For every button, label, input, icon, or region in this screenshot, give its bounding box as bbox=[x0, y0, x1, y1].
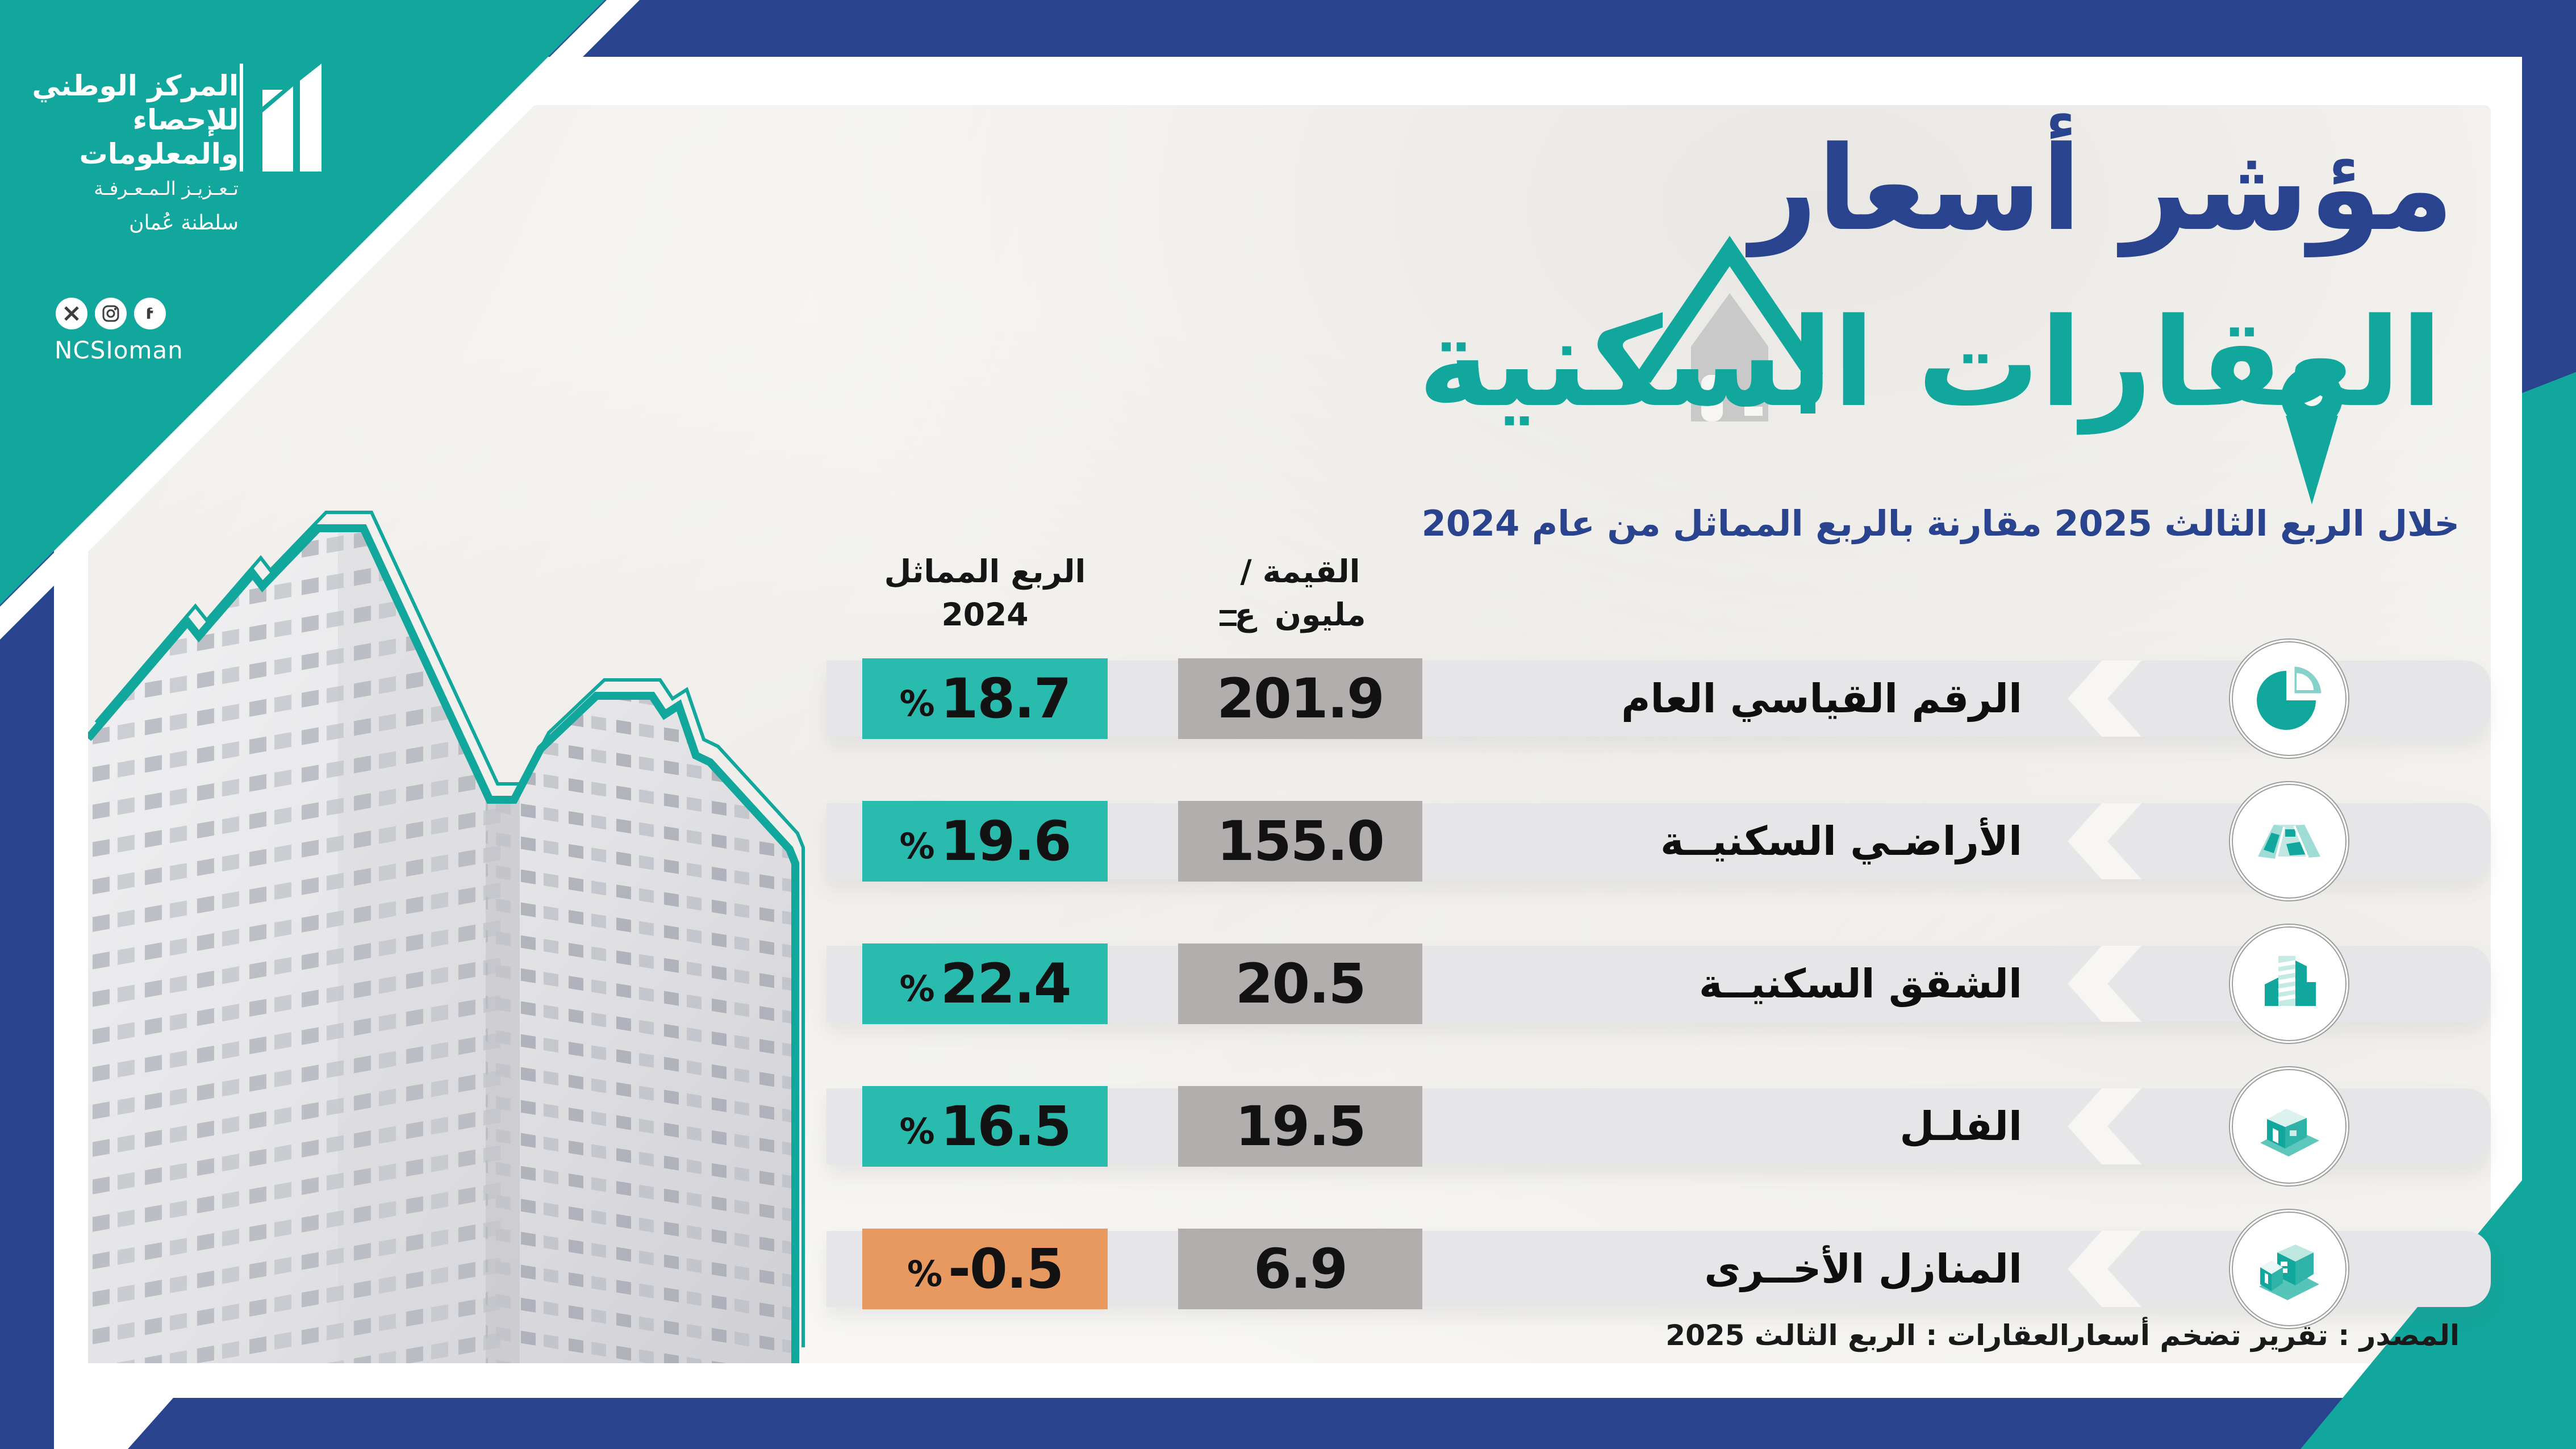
source-note: المصدر : تقرير تضخم أسعارالعقارات : الرب… bbox=[1665, 1319, 2460, 1352]
change-box: % 22.4 bbox=[862, 943, 1108, 1024]
percent-sign: % bbox=[899, 1110, 935, 1152]
column-header-value-line2: مليون ع bbox=[1174, 593, 1427, 636]
column-header-change-line1: الربع المماثل bbox=[884, 553, 1086, 590]
page-title-line2: العقارات السكنية bbox=[1418, 291, 2443, 434]
value-box: 6.9 bbox=[1178, 1229, 1422, 1309]
value-number: 155.0 bbox=[1217, 809, 1385, 873]
row-label: الفلـل bbox=[1899, 1103, 2022, 1150]
row-icon-circle bbox=[2229, 638, 2349, 759]
percent-sign: % bbox=[907, 1252, 943, 1295]
page-subtitle: خلال الربع الثالث 2025 مقارنة بالربع الم… bbox=[1421, 503, 2460, 544]
value-unit-word: مليون bbox=[1275, 596, 1366, 633]
house-door bbox=[1701, 375, 1723, 421]
org-country: سلطنة عُمان bbox=[129, 211, 239, 235]
house-window bbox=[1744, 390, 1763, 402]
table-row: الأراضـي السكنيــة 155.0 % 19.6 bbox=[0, 781, 2576, 901]
table-row: الرقم القياسي العام 201.9 % 18.7 bbox=[0, 638, 2576, 759]
row-icon-circle bbox=[2229, 1209, 2349, 1329]
table-row: الفلـل 19.5 % 16.5 bbox=[0, 1066, 2576, 1187]
map-icon bbox=[2258, 825, 2320, 859]
omani-rial-symbol: ع bbox=[1220, 593, 1256, 636]
facebook-icon bbox=[134, 298, 166, 329]
value-number: 201.9 bbox=[1217, 667, 1385, 730]
change-number: -0.5 bbox=[948, 1237, 1064, 1301]
location-pin-icon bbox=[2281, 367, 2343, 504]
row-label: الشقق السكنيــة bbox=[1698, 961, 2022, 1007]
change-number: 22.4 bbox=[940, 952, 1072, 1016]
chevron-notch-icon bbox=[2068, 1231, 2141, 1307]
houses-icon bbox=[2259, 1245, 2319, 1300]
top-left-teal-corner bbox=[0, 0, 605, 605]
change-number: 18.7 bbox=[940, 667, 1072, 730]
value-number: 19.5 bbox=[1235, 1095, 1367, 1158]
roof-outline bbox=[1636, 236, 1823, 383]
social-icons-row bbox=[56, 298, 166, 329]
table-row: الشقق السكنيــة 20.5 % 22.4 bbox=[0, 924, 2576, 1044]
social-handle: NCSIoman bbox=[55, 336, 183, 364]
frame-border-bottom bbox=[128, 1398, 2576, 1449]
org-tagline: تـعـزيـز الـمـعـرفـة bbox=[94, 177, 239, 199]
row-label: المنازل الأخــرى bbox=[1704, 1246, 2022, 1292]
table-row: المنازل الأخــرى 6.9 % -0.5 bbox=[0, 1209, 2576, 1329]
change-box-negative: % -0.5 bbox=[862, 1229, 1108, 1309]
villa-icon bbox=[2260, 1109, 2319, 1156]
change-number: 16.5 bbox=[940, 1095, 1072, 1158]
page-title-line1: مؤشر أسعار bbox=[1750, 122, 2454, 257]
row-label: الرقم القياسي العام bbox=[1621, 675, 2022, 722]
x-icon bbox=[56, 298, 87, 329]
building-tower-icon bbox=[2265, 956, 2316, 1006]
instagram-icon bbox=[95, 298, 127, 329]
value-box: 201.9 bbox=[1178, 658, 1422, 739]
change-number: 19.6 bbox=[940, 809, 1072, 873]
org-name-line3: والمعلومات bbox=[79, 137, 239, 170]
chevron-notch-icon bbox=[2068, 661, 2141, 737]
buildings-photo-illustration bbox=[88, 511, 805, 1363]
value-box: 155.0 bbox=[1178, 801, 1422, 882]
chevron-notch-icon bbox=[2068, 803, 2141, 879]
chevron-notch-icon bbox=[2068, 946, 2141, 1022]
value-number: 6.9 bbox=[1253, 1237, 1348, 1301]
column-header-value-line1: القيمة / bbox=[1240, 553, 1360, 590]
org-name-line1: المركز الوطني bbox=[32, 69, 239, 102]
column-header-value: القيمة / مليون ع bbox=[1174, 550, 1427, 636]
pie-chart-icon bbox=[2257, 663, 2324, 730]
percent-sign: % bbox=[899, 825, 935, 867]
right-teal-band bbox=[2301, 372, 2576, 1449]
column-header-change-line2: 2024 bbox=[941, 596, 1029, 633]
diagonal-white-stripe bbox=[0, 0, 640, 640]
change-box: % 16.5 bbox=[862, 1086, 1108, 1167]
row-icon-circle bbox=[2229, 781, 2349, 901]
teal-silhouette-outline-thin bbox=[94, 511, 805, 1347]
change-box: % 18.7 bbox=[862, 658, 1108, 739]
value-number: 20.5 bbox=[1235, 952, 1367, 1016]
org-name-line2: للإحصاء bbox=[132, 103, 239, 136]
row-icon-circle bbox=[2229, 924, 2349, 1044]
ncsi-logo-icon bbox=[240, 64, 322, 172]
value-box: 19.5 bbox=[1178, 1086, 1422, 1167]
column-header-change: الربع المماثل 2024 bbox=[858, 550, 1112, 636]
percent-sign: % bbox=[899, 682, 935, 724]
house-outline-icon bbox=[1636, 236, 1823, 421]
row-label: الأراضـي السكنيــة bbox=[1660, 818, 2022, 865]
value-box: 20.5 bbox=[1178, 943, 1422, 1024]
percent-sign: % bbox=[899, 967, 935, 1009]
house-window-2 bbox=[1744, 407, 1763, 416]
change-box: % 19.6 bbox=[862, 801, 1108, 882]
chevron-notch-icon bbox=[2068, 1088, 2141, 1164]
row-icon-circle bbox=[2229, 1066, 2349, 1187]
